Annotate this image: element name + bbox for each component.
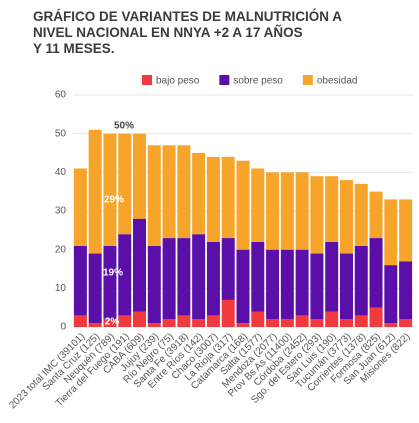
bar-segment [88, 253, 102, 324]
bar-segment [325, 176, 339, 242]
bar-segment [369, 238, 383, 308]
y-tick-label: 20 [55, 244, 67, 255]
bar-segment [399, 319, 413, 327]
bar-segment [354, 183, 368, 246]
bar-segment [266, 172, 280, 250]
annotation: 50% [114, 121, 134, 132]
bar-segment [399, 199, 413, 262]
bar-segment [103, 133, 117, 246]
bar-segment [118, 234, 132, 316]
bar-segment [384, 265, 398, 324]
bar-segment [310, 176, 324, 254]
bar-segment [266, 249, 280, 320]
legend-swatch [302, 75, 313, 85]
legend-label: bajo peso [156, 76, 200, 87]
bar-segment [147, 145, 161, 246]
bar-segment [384, 199, 398, 266]
bar-segment [133, 133, 147, 219]
bar-segment [295, 172, 309, 250]
y-tick-label: 10 [55, 283, 67, 294]
legend-swatch [142, 75, 152, 85]
bar-segment [266, 319, 280, 327]
bar-segment [192, 319, 206, 327]
bar-segment [162, 319, 176, 327]
bar-segment [236, 323, 250, 327]
bar-segment [310, 253, 324, 320]
y-tick-label: 50 [55, 128, 67, 139]
bar-segment [103, 245, 117, 320]
bar-segment [295, 249, 309, 316]
bar-segment [251, 241, 265, 312]
bar-segment [103, 319, 117, 327]
bar-segment [88, 323, 102, 327]
y-tick-label: 0 [60, 322, 66, 333]
bar-segment [369, 307, 383, 327]
bar-segment [221, 299, 235, 327]
chart-title: NIVEL NACIONAL EN NNYA +2 A 17 AÑOS [33, 25, 303, 40]
bar-segment [147, 323, 161, 327]
bar-segment [177, 238, 191, 316]
bar-segment [310, 319, 324, 327]
bar-segment [354, 315, 368, 327]
bar-segment [221, 238, 235, 300]
bar-segment [162, 145, 176, 239]
y-tick-label: 40 [55, 167, 67, 178]
bar-segment [73, 168, 87, 246]
bar-segment [384, 323, 398, 327]
bar-segment [221, 156, 235, 239]
bar-segment [325, 241, 339, 312]
bar-segment [280, 172, 294, 250]
bar-segment [280, 249, 294, 320]
annotation: 19% [103, 268, 123, 279]
bar-segment [118, 315, 132, 327]
bar-segment [73, 245, 87, 316]
bar-segment [369, 191, 383, 239]
bar-segment [133, 311, 147, 327]
bar-segment [236, 249, 250, 324]
bar-segment [73, 315, 87, 327]
chart-title: Y 11 MESES. [33, 41, 115, 56]
bar-segment [192, 153, 206, 235]
bar-segment [251, 168, 265, 242]
bar-segment [206, 315, 220, 327]
bar-segment [339, 253, 353, 320]
bar-segment [162, 238, 176, 320]
legend-label: sobre peso [233, 76, 283, 87]
bar-segment [88, 129, 102, 254]
y-tick-label: 60 [55, 90, 67, 101]
chart-title: GRÁFICO DE VARIANTES DE MALNUTRICIÓN A [33, 9, 342, 24]
bar-segment [206, 156, 220, 242]
bar-segment [339, 180, 353, 254]
bar-segment [192, 234, 206, 320]
bar-segment [177, 315, 191, 327]
y-tick-label: 30 [55, 206, 67, 217]
bar-segment [236, 160, 250, 250]
bar-segment [280, 319, 294, 327]
bar-segment [206, 241, 220, 316]
bar-segment [295, 315, 309, 327]
bar-segment [147, 245, 161, 324]
bar-segment [399, 261, 413, 320]
bar-segment [325, 311, 339, 327]
annotation: 29% [104, 195, 124, 206]
bar-segment [177, 145, 191, 239]
legend-label: obesidad [317, 76, 358, 87]
legend-swatch [219, 75, 230, 85]
bar-segment [339, 319, 353, 327]
bar-segment [251, 311, 265, 327]
bar-segment [354, 245, 368, 316]
annotation: 2% [105, 317, 120, 328]
bar-segment [133, 218, 147, 312]
bar-segment [118, 133, 132, 235]
